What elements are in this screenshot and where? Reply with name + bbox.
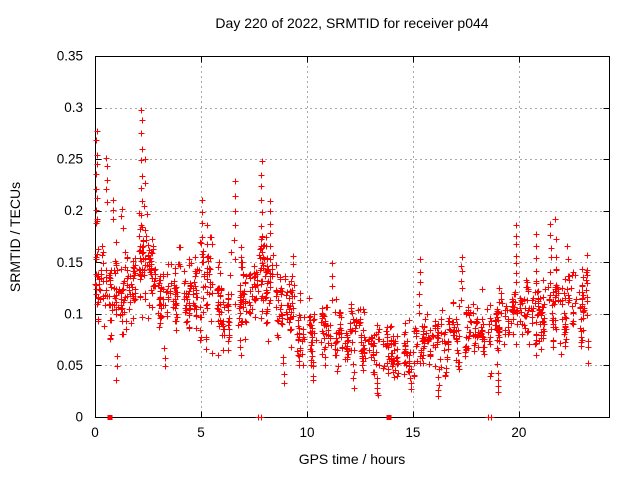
x-tick-label: 10	[299, 425, 314, 440]
y-tick-label: 0.05	[57, 358, 83, 373]
y-tick-label: 0.1	[64, 306, 83, 321]
grid-lines	[95, 56, 609, 417]
y-tick-label: 0	[75, 410, 83, 425]
y-tick-label: 0.15	[57, 255, 83, 270]
tick-labels: 0 5 10 15 20 0 0.05 0.1 0.15 0.2 0.25 0.3 0.35	[57, 49, 527, 441]
y-tick-label: 0.25	[57, 152, 83, 167]
x-axis-label: GPS time / hours	[298, 451, 406, 467]
chart-title: Day 220 of 2022, SRMTID for receiver p04…	[215, 15, 489, 31]
x-tick-label: 5	[197, 425, 205, 440]
y-tick-label: 0.2	[64, 203, 83, 218]
y-axis-label: SRMTID / TECUs	[7, 181, 23, 293]
x-tick-label: 20	[511, 425, 526, 440]
plot-border	[95, 56, 610, 418]
zero-value-marker	[107, 415, 113, 420]
x-tick-label: 15	[405, 425, 420, 440]
y-tick-label: 0.3	[64, 100, 83, 115]
axis-ticks	[95, 56, 610, 418]
y-tick-label: 0.35	[57, 49, 83, 64]
zero-value-marker	[386, 415, 392, 420]
zero-value-marker	[255, 414, 265, 421]
scatter-points	[92, 107, 592, 421]
zero-value-marker	[485, 414, 495, 421]
x-tick-label: 0	[91, 425, 99, 440]
